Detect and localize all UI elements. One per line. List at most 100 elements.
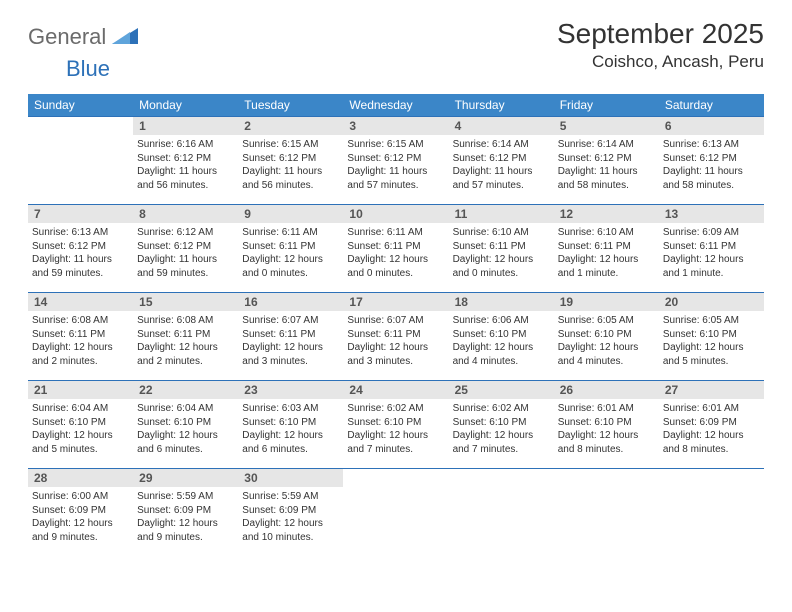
calendar-day-cell <box>449 469 554 557</box>
day-number: 21 <box>28 381 133 399</box>
daylight-line-b: and 5 minutes. <box>663 355 760 369</box>
daylight-line-b: and 4 minutes. <box>453 355 550 369</box>
calendar-day-cell: 2Sunrise: 6:15 AMSunset: 6:12 PMDaylight… <box>238 117 343 205</box>
daylight-line-a: Daylight: 12 hours <box>137 517 234 531</box>
day-body: Sunrise: 6:15 AMSunset: 6:12 PMDaylight:… <box>343 135 448 196</box>
daylight-line-b: and 2 minutes. <box>137 355 234 369</box>
sunrise-line: Sunrise: 6:02 AM <box>453 402 550 416</box>
daylight-line-a: Daylight: 11 hours <box>32 253 129 267</box>
calendar-day-cell: 18Sunrise: 6:06 AMSunset: 6:10 PMDayligh… <box>449 293 554 381</box>
day-number: 23 <box>238 381 343 399</box>
daylight-line-a: Daylight: 11 hours <box>347 165 444 179</box>
sunset-line: Sunset: 6:11 PM <box>32 328 129 342</box>
daylight-line-b: and 58 minutes. <box>663 179 760 193</box>
day-number: 3 <box>343 117 448 135</box>
daylight-line-a: Daylight: 11 hours <box>453 165 550 179</box>
day-number: 28 <box>28 469 133 487</box>
daylight-line-b: and 0 minutes. <box>347 267 444 281</box>
sunset-line: Sunset: 6:11 PM <box>242 328 339 342</box>
sunset-line: Sunset: 6:10 PM <box>453 416 550 430</box>
sunrise-line: Sunrise: 6:03 AM <box>242 402 339 416</box>
daylight-line-b: and 7 minutes. <box>347 443 444 457</box>
calendar-day-cell: 17Sunrise: 6:07 AMSunset: 6:11 PMDayligh… <box>343 293 448 381</box>
calendar-table: Sunday Monday Tuesday Wednesday Thursday… <box>28 94 764 557</box>
day-number: 4 <box>449 117 554 135</box>
calendar-day-cell: 15Sunrise: 6:08 AMSunset: 6:11 PMDayligh… <box>133 293 238 381</box>
day-body: Sunrise: 6:09 AMSunset: 6:11 PMDaylight:… <box>659 223 764 284</box>
daylight-line-a: Daylight: 12 hours <box>453 341 550 355</box>
day-number: 12 <box>554 205 659 223</box>
daylight-line-b: and 3 minutes. <box>347 355 444 369</box>
calendar-day-cell: 13Sunrise: 6:09 AMSunset: 6:11 PMDayligh… <box>659 205 764 293</box>
calendar-day-cell: 26Sunrise: 6:01 AMSunset: 6:10 PMDayligh… <box>554 381 659 469</box>
sunrise-line: Sunrise: 6:07 AM <box>347 314 444 328</box>
weekday-header: Sunday <box>28 94 133 117</box>
day-number: 25 <box>449 381 554 399</box>
sunset-line: Sunset: 6:12 PM <box>347 152 444 166</box>
calendar-day-cell: 10Sunrise: 6:11 AMSunset: 6:11 PMDayligh… <box>343 205 448 293</box>
day-body: Sunrise: 6:06 AMSunset: 6:10 PMDaylight:… <box>449 311 554 372</box>
calendar-day-cell: 11Sunrise: 6:10 AMSunset: 6:11 PMDayligh… <box>449 205 554 293</box>
month-title: September 2025 <box>557 18 764 50</box>
sunrise-line: Sunrise: 6:01 AM <box>558 402 655 416</box>
daylight-line-a: Daylight: 12 hours <box>558 341 655 355</box>
sunset-line: Sunset: 6:11 PM <box>663 240 760 254</box>
calendar-day-cell: 8Sunrise: 6:12 AMSunset: 6:12 PMDaylight… <box>133 205 238 293</box>
calendar-day-cell: 3Sunrise: 6:15 AMSunset: 6:12 PMDaylight… <box>343 117 448 205</box>
calendar-week-row: 14Sunrise: 6:08 AMSunset: 6:11 PMDayligh… <box>28 293 764 381</box>
sunset-line: Sunset: 6:12 PM <box>453 152 550 166</box>
daylight-line-b: and 58 minutes. <box>558 179 655 193</box>
sunrise-line: Sunrise: 6:06 AM <box>453 314 550 328</box>
day-number: 5 <box>554 117 659 135</box>
calendar-day-cell: 20Sunrise: 6:05 AMSunset: 6:10 PMDayligh… <box>659 293 764 381</box>
daylight-line-b: and 5 minutes. <box>32 443 129 457</box>
daylight-line-b: and 2 minutes. <box>32 355 129 369</box>
sunset-line: Sunset: 6:12 PM <box>558 152 655 166</box>
sunrise-line: Sunrise: 6:09 AM <box>663 226 760 240</box>
daylight-line-a: Daylight: 11 hours <box>663 165 760 179</box>
sunrise-line: Sunrise: 6:08 AM <box>32 314 129 328</box>
sunset-line: Sunset: 6:12 PM <box>663 152 760 166</box>
day-number: 29 <box>133 469 238 487</box>
daylight-line-a: Daylight: 12 hours <box>558 429 655 443</box>
calendar-day-cell: 27Sunrise: 6:01 AMSunset: 6:09 PMDayligh… <box>659 381 764 469</box>
day-number: 1 <box>133 117 238 135</box>
daylight-line-b: and 57 minutes. <box>453 179 550 193</box>
daylight-line-a: Daylight: 12 hours <box>242 341 339 355</box>
calendar-day-cell <box>554 469 659 557</box>
calendar-week-row: 28Sunrise: 6:00 AMSunset: 6:09 PMDayligh… <box>28 469 764 557</box>
sunset-line: Sunset: 6:10 PM <box>347 416 444 430</box>
sunrise-line: Sunrise: 6:12 AM <box>137 226 234 240</box>
sunrise-line: Sunrise: 6:00 AM <box>32 490 129 504</box>
daylight-line-a: Daylight: 12 hours <box>137 341 234 355</box>
day-body: Sunrise: 6:14 AMSunset: 6:12 PMDaylight:… <box>449 135 554 196</box>
weekday-header: Saturday <box>659 94 764 117</box>
day-number: 22 <box>133 381 238 399</box>
daylight-line-b: and 56 minutes. <box>137 179 234 193</box>
day-body: Sunrise: 6:00 AMSunset: 6:09 PMDaylight:… <box>28 487 133 548</box>
calendar-day-cell: 14Sunrise: 6:08 AMSunset: 6:11 PMDayligh… <box>28 293 133 381</box>
day-body: Sunrise: 6:13 AMSunset: 6:12 PMDaylight:… <box>28 223 133 284</box>
brand-logo: General <box>28 18 140 50</box>
sunrise-line: Sunrise: 6:01 AM <box>663 402 760 416</box>
sunrise-line: Sunrise: 6:04 AM <box>32 402 129 416</box>
calendar-day-cell <box>343 469 448 557</box>
day-body: Sunrise: 6:12 AMSunset: 6:12 PMDaylight:… <box>133 223 238 284</box>
daylight-line-b: and 10 minutes. <box>242 531 339 545</box>
daylight-line-a: Daylight: 12 hours <box>663 253 760 267</box>
sunset-line: Sunset: 6:10 PM <box>137 416 234 430</box>
weekday-header: Friday <box>554 94 659 117</box>
sunset-line: Sunset: 6:10 PM <box>558 416 655 430</box>
sunrise-line: Sunrise: 6:02 AM <box>347 402 444 416</box>
sunset-line: Sunset: 6:09 PM <box>32 504 129 518</box>
day-body: Sunrise: 6:10 AMSunset: 6:11 PMDaylight:… <box>449 223 554 284</box>
sunrise-line: Sunrise: 6:10 AM <box>453 226 550 240</box>
sunset-line: Sunset: 6:10 PM <box>453 328 550 342</box>
day-body: Sunrise: 6:15 AMSunset: 6:12 PMDaylight:… <box>238 135 343 196</box>
daylight-line-a: Daylight: 12 hours <box>453 253 550 267</box>
daylight-line-b: and 1 minute. <box>663 267 760 281</box>
weekday-header: Tuesday <box>238 94 343 117</box>
sunset-line: Sunset: 6:09 PM <box>663 416 760 430</box>
sunrise-line: Sunrise: 6:13 AM <box>663 138 760 152</box>
sunrise-line: Sunrise: 6:15 AM <box>347 138 444 152</box>
